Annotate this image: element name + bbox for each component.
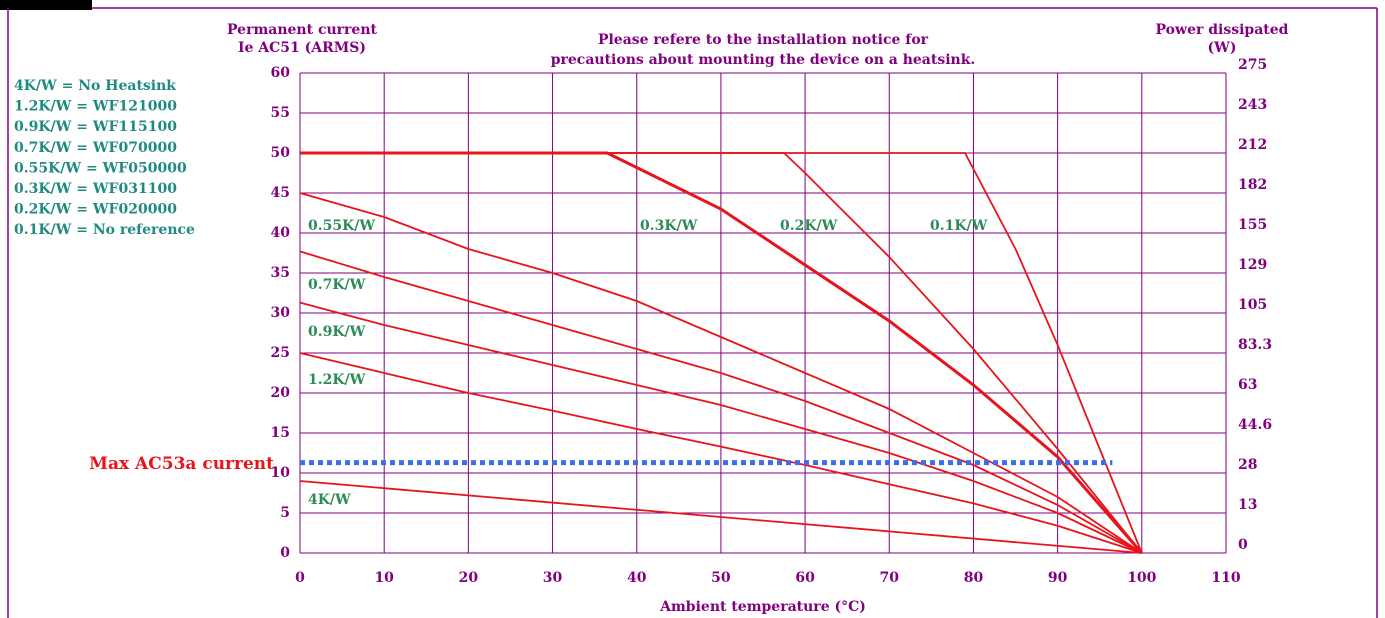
series-line — [299, 250, 1143, 554]
series-label: 4K/W — [308, 492, 351, 508]
y2-tick-label: 105 — [1238, 297, 1267, 313]
y-tick-label: 60 — [271, 65, 291, 81]
y2-tick-label: 243 — [1238, 97, 1267, 113]
series-label: 0.2K/W — [780, 218, 838, 234]
x-tick-label: 70 — [880, 570, 900, 586]
y-tick-label: 30 — [271, 305, 291, 321]
legend-line: 0.2K/W = WF020000 — [14, 202, 177, 218]
x-axis-label: Ambient temperature (°C) — [659, 599, 866, 615]
series-line — [299, 301, 1143, 554]
y-tick-label: 55 — [271, 105, 290, 121]
y-tick-label: 10 — [271, 465, 291, 481]
legend-line: 0.7K/W = WF070000 — [14, 140, 177, 156]
y2-tick-label: 63 — [1238, 377, 1257, 393]
y-tick-label: 20 — [271, 385, 291, 401]
x-tick-label: 60 — [795, 570, 815, 586]
x-tick-label: 100 — [1127, 570, 1156, 586]
x-tick-label: 40 — [627, 570, 647, 586]
y2-tick-label: 212 — [1238, 137, 1267, 153]
y2-tick-label: 275 — [1238, 57, 1267, 73]
legend-line: 0.3K/W = WF031100 — [14, 181, 177, 197]
y2-tick-label: 0 — [1238, 537, 1248, 553]
y2-axis-label: (W) — [1208, 40, 1237, 56]
legend-line: 0.55K/W = WF050000 — [14, 160, 187, 176]
y-tick-label: 15 — [271, 425, 290, 441]
series-line — [299, 192, 1143, 554]
series-line — [300, 151, 1143, 554]
y-tick-label: 50 — [271, 145, 291, 161]
y-axis-label: Permanent current — [227, 22, 377, 38]
y2-axis-label: Power dissipated — [1156, 22, 1289, 38]
note: precautions about mounting the device on… — [551, 52, 976, 68]
y2-tick-label: 129 — [1238, 257, 1267, 273]
legend-line: 0.9K/W = WF115100 — [14, 119, 177, 135]
legend-line: 0.1K/W = No reference — [14, 222, 195, 238]
series-label: 0.9K/W — [308, 324, 366, 340]
series-label: 0.55K/W — [308, 218, 375, 234]
x-tick-label: 80 — [964, 570, 984, 586]
series-label: 0.3K/W — [640, 218, 698, 234]
series-line — [299, 480, 1142, 554]
y2-tick-label: 44.6 — [1238, 417, 1272, 433]
series-line — [299, 352, 1143, 554]
x-tick-label: 20 — [459, 570, 479, 586]
y-tick-label: 25 — [271, 345, 290, 361]
y-tick-label: 40 — [271, 225, 291, 241]
legend-line: 4K/W = No Heatsink — [14, 78, 176, 94]
corner-block — [0, 0, 92, 10]
y-tick-label: 35 — [271, 265, 290, 281]
x-tick-label: 90 — [1048, 570, 1068, 586]
series-line — [300, 152, 1143, 554]
y2-tick-label: 83.3 — [1238, 337, 1272, 353]
x-tick-label: 110 — [1211, 570, 1240, 586]
x-tick-label: 50 — [711, 570, 731, 586]
y2-tick-label: 182 — [1238, 177, 1267, 193]
series-label: 1.2K/W — [308, 372, 366, 388]
x-tick-label: 30 — [543, 570, 563, 586]
note: Please refere to the installation notice… — [598, 32, 929, 48]
y2-tick-label: 13 — [1238, 497, 1257, 513]
y2-tick-label: 28 — [1238, 457, 1257, 473]
legend-line: 1.2K/W = WF121000 — [14, 99, 177, 115]
series-label: 0.1K/W — [930, 218, 988, 234]
y-axis-label: Ie AC51 (ARMS) — [238, 40, 366, 56]
reference-label: Max AC53a current — [89, 454, 274, 474]
series-label: 0.7K/W — [308, 277, 366, 293]
y-tick-label: 45 — [271, 185, 290, 201]
y-tick-label: 5 — [280, 505, 290, 521]
y-tick-label: 0 — [280, 545, 290, 561]
x-tick-label: 10 — [374, 570, 394, 586]
x-tick-label: 0 — [295, 570, 305, 586]
y2-tick-label: 155 — [1238, 217, 1267, 233]
